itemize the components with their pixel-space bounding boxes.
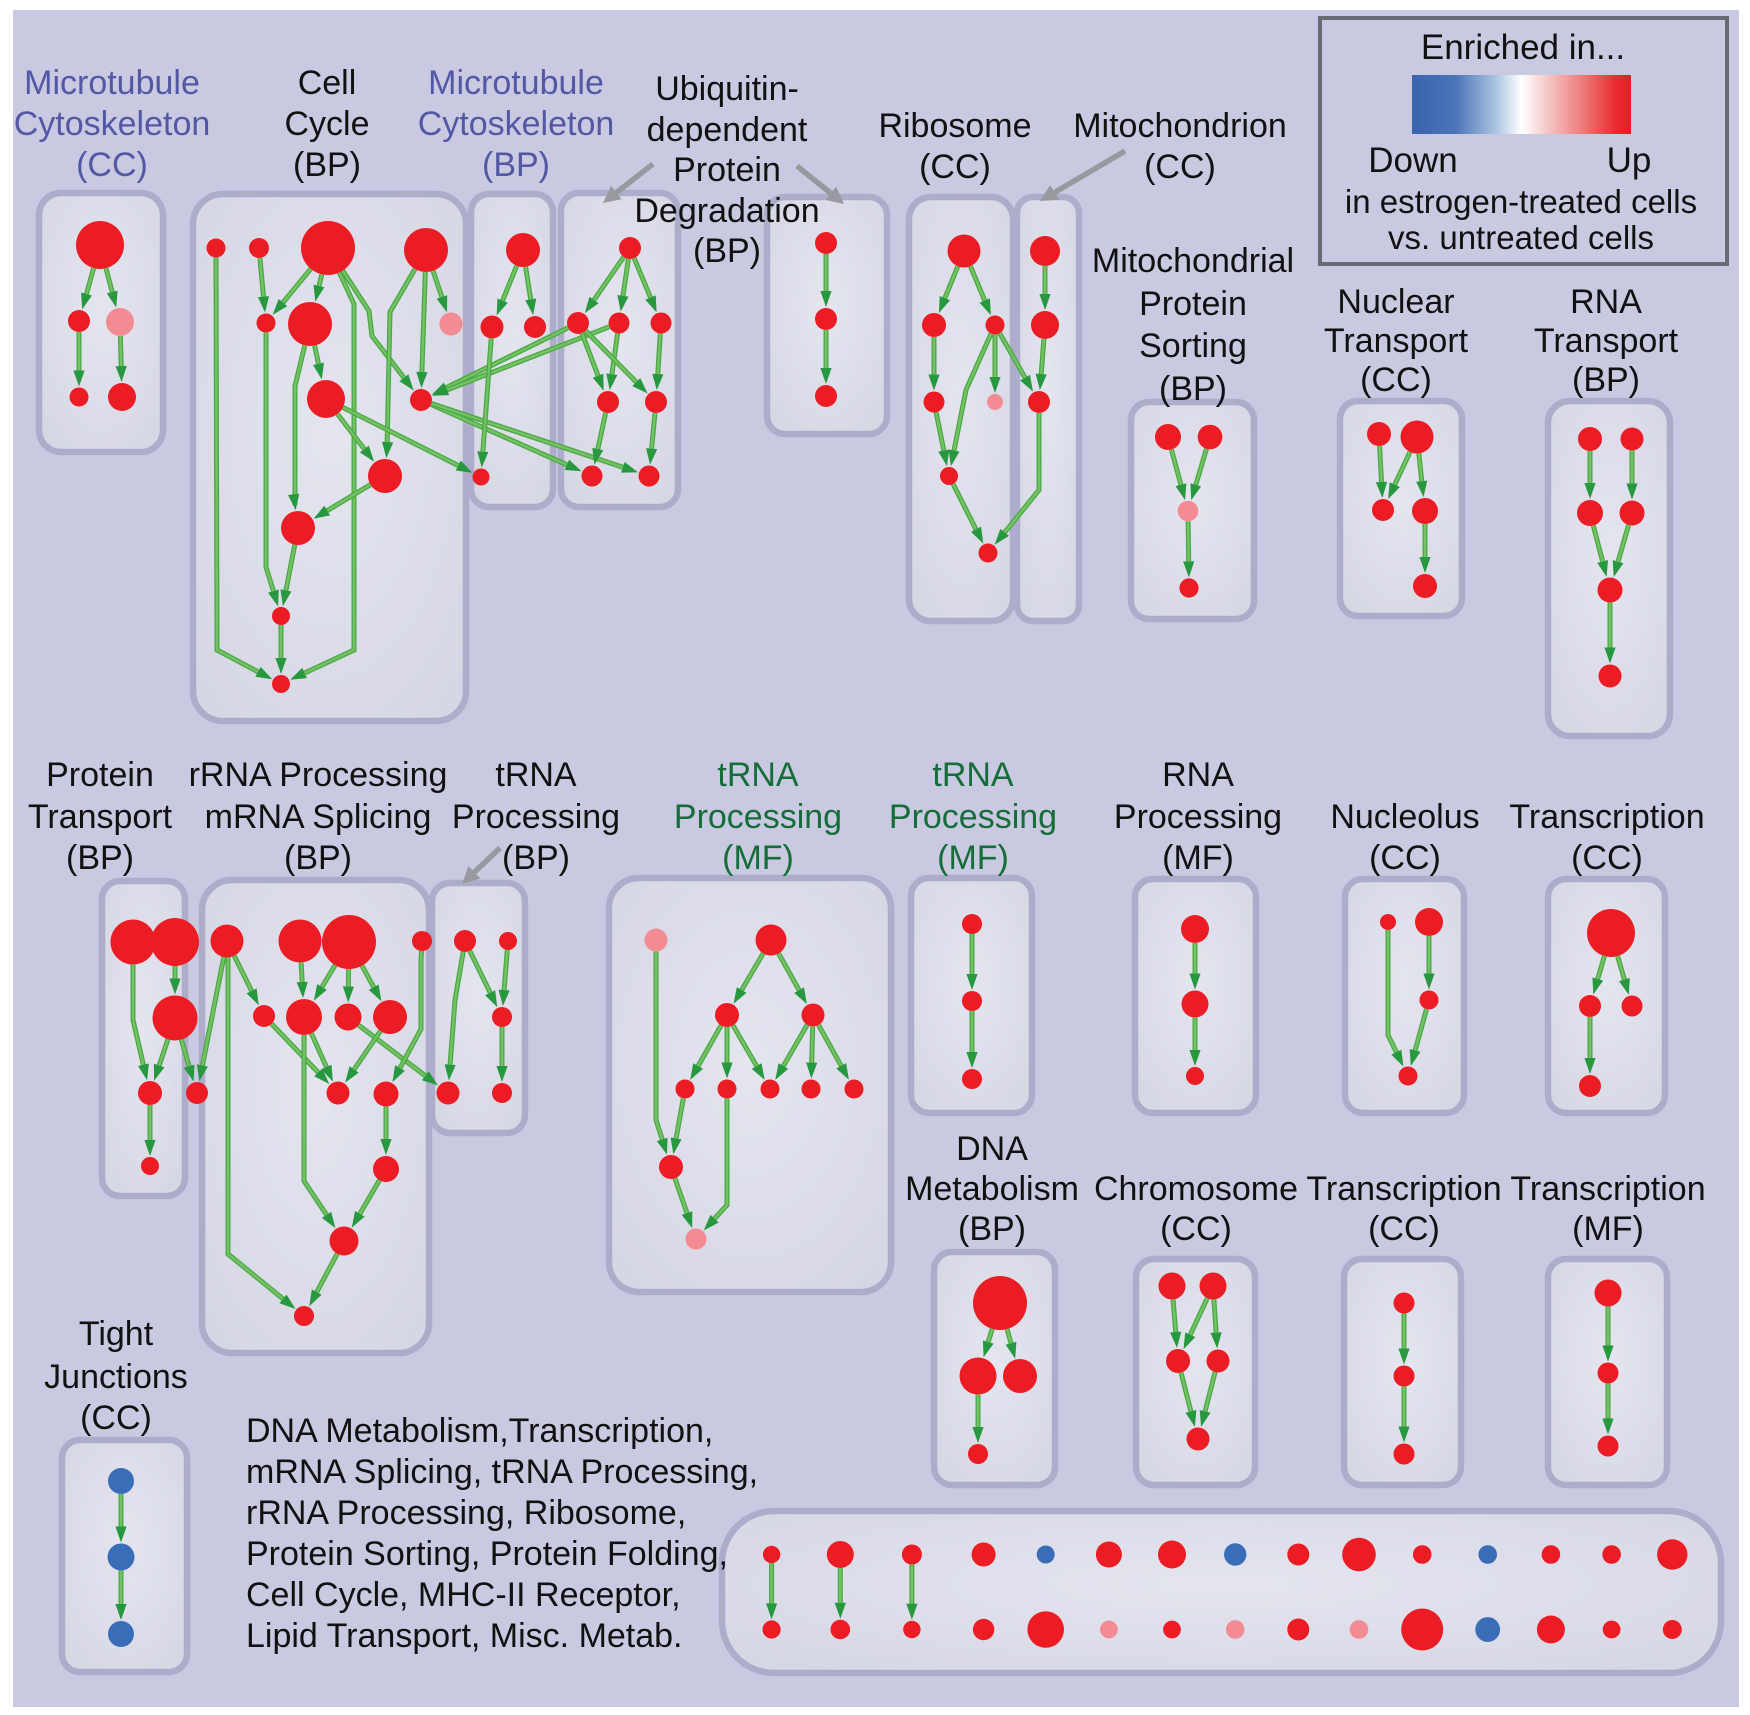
svg-text:Lipid Transport, Misc. Metab.: Lipid Transport, Misc. Metab. — [246, 1617, 683, 1655]
svg-text:tRNA: tRNA — [932, 756, 1014, 794]
svg-text:Transcription: Transcription — [1509, 798, 1704, 836]
svg-text:rRNA Processing: rRNA Processing — [189, 756, 448, 794]
svg-text:RNA: RNA — [1570, 283, 1642, 321]
svg-text:mRNA Splicing, tRNA Processing: mRNA Splicing, tRNA Processing, — [246, 1453, 758, 1491]
svg-text:(MF): (MF) — [1162, 839, 1234, 877]
svg-text:(MF): (MF) — [937, 839, 1009, 877]
svg-text:(CC): (CC) — [1160, 1210, 1232, 1248]
svg-text:(BP): (BP) — [502, 839, 570, 877]
svg-text:Microtubule: Microtubule — [428, 64, 604, 102]
svg-text:Processing: Processing — [674, 798, 842, 836]
svg-text:Transport: Transport — [1534, 322, 1679, 360]
svg-text:(BP): (BP) — [1159, 370, 1227, 408]
svg-text:Tight: Tight — [79, 1315, 154, 1353]
svg-text:(CC): (CC) — [1369, 839, 1441, 877]
svg-text:(BP): (BP) — [293, 146, 361, 184]
svg-text:(CC): (CC) — [1368, 1210, 1440, 1248]
svg-text:Cell: Cell — [298, 64, 357, 102]
svg-text:rRNA Processing, Ribosome,: rRNA Processing, Ribosome, — [246, 1494, 686, 1532]
svg-text:DNA Metabolism,Transcription,: DNA Metabolism,Transcription, — [246, 1412, 713, 1450]
svg-text:(BP): (BP) — [284, 839, 352, 877]
svg-text:(CC): (CC) — [1360, 361, 1432, 399]
svg-text:RNA: RNA — [1162, 756, 1234, 794]
svg-text:Cytoskeleton: Cytoskeleton — [418, 105, 615, 143]
svg-text:(CC): (CC) — [1144, 148, 1216, 186]
svg-text:Cytoskeleton: Cytoskeleton — [14, 105, 211, 143]
svg-text:Chromosome: Chromosome — [1094, 1170, 1298, 1208]
svg-text:Transcription: Transcription — [1306, 1170, 1501, 1208]
svg-text:Ribosome: Ribosome — [878, 107, 1031, 145]
svg-text:dependent: dependent — [647, 111, 808, 149]
svg-text:Protein Sorting, Protein Foldi: Protein Sorting, Protein Folding, — [246, 1535, 728, 1573]
svg-text:DNA: DNA — [956, 1130, 1028, 1168]
svg-text:Enriched in...: Enriched in... — [1421, 28, 1625, 67]
svg-text:in estrogen-treated cells: in estrogen-treated cells — [1345, 183, 1697, 220]
svg-text:Nuclear: Nuclear — [1337, 283, 1454, 321]
svg-text:(CC): (CC) — [76, 146, 148, 184]
svg-text:Protein: Protein — [46, 756, 154, 794]
svg-text:(BP): (BP) — [1572, 361, 1640, 399]
svg-text:(CC): (CC) — [80, 1399, 152, 1437]
svg-text:Cycle: Cycle — [284, 105, 369, 143]
svg-text:Junctions: Junctions — [44, 1358, 188, 1396]
svg-text:vs. untreated cells: vs. untreated cells — [1388, 219, 1654, 256]
svg-text:(BP): (BP) — [958, 1210, 1026, 1248]
svg-text:tRNA: tRNA — [495, 756, 577, 794]
svg-text:Processing: Processing — [889, 798, 1057, 836]
svg-text:(BP): (BP) — [693, 232, 761, 270]
svg-text:Processing: Processing — [1114, 798, 1282, 836]
svg-text:Protein: Protein — [673, 151, 781, 189]
svg-text:(MF): (MF) — [1572, 1210, 1644, 1248]
svg-text:Up: Up — [1607, 141, 1652, 180]
svg-text:(CC): (CC) — [919, 148, 991, 186]
svg-text:(CC): (CC) — [1571, 839, 1643, 877]
svg-text:Transcription: Transcription — [1510, 1170, 1705, 1208]
svg-text:(MF): (MF) — [722, 839, 794, 877]
svg-text:Transport: Transport — [1324, 322, 1469, 360]
svg-text:Processing: Processing — [452, 798, 620, 836]
svg-text:Sorting: Sorting — [1139, 327, 1247, 365]
svg-text:Metabolism: Metabolism — [905, 1170, 1079, 1208]
svg-text:tRNA: tRNA — [717, 756, 799, 794]
svg-text:Down: Down — [1368, 141, 1457, 180]
svg-text:mRNA Splicing: mRNA Splicing — [205, 798, 432, 836]
svg-text:Nucleolus: Nucleolus — [1330, 798, 1479, 836]
svg-text:Ubiquitin-: Ubiquitin- — [655, 70, 799, 108]
svg-text:Transport: Transport — [28, 798, 173, 836]
svg-text:Cell Cycle, MHC-II Receptor,: Cell Cycle, MHC-II Receptor, — [246, 1576, 681, 1614]
svg-text:Protein: Protein — [1139, 285, 1247, 323]
svg-text:Mitochondrial: Mitochondrial — [1092, 242, 1294, 280]
svg-text:Mitochondrion: Mitochondrion — [1073, 107, 1287, 145]
svg-text:(BP): (BP) — [66, 839, 134, 877]
svg-text:Microtubule: Microtubule — [24, 64, 200, 102]
svg-text:Degradation: Degradation — [634, 192, 819, 230]
svg-text:(BP): (BP) — [482, 146, 550, 184]
